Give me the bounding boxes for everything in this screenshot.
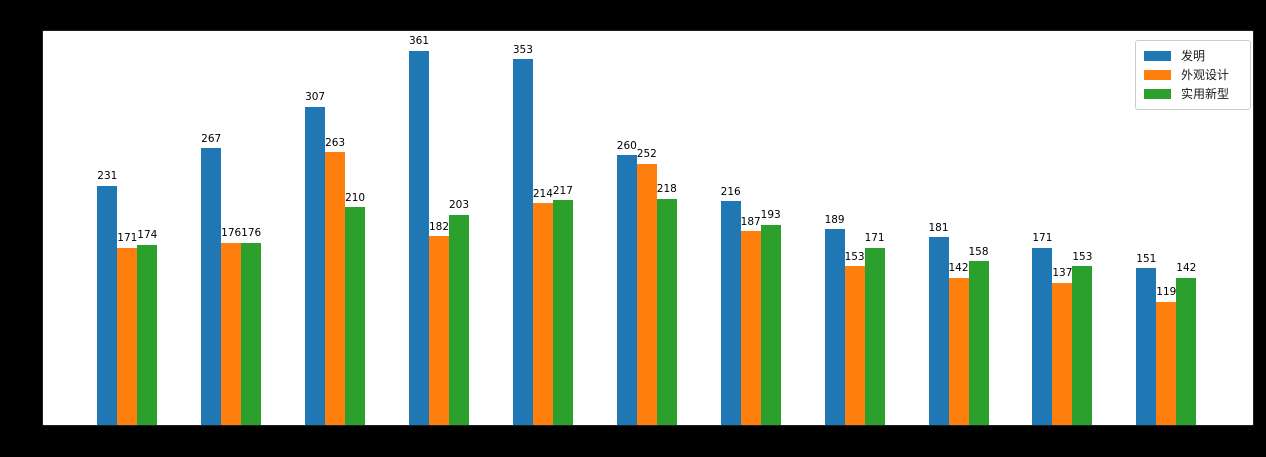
bar-value-label: 171 [864,232,885,245]
legend-label-series-0: 发明 [1181,49,1206,63]
bar-series2-group1 [241,242,262,425]
bar-value-label: 158 [968,245,989,258]
legend-swatch-green [1144,89,1171,99]
bar-series0-group1 [201,148,222,425]
bar-value-label: 252 [636,148,657,161]
bar-value-label: 231 [97,170,118,182]
legend-item-series-0: 发明 [1144,48,1240,64]
bar-series2-group8 [968,261,989,425]
bar-value-label: 119 [1156,286,1177,299]
bar-series0-group5 [616,155,637,425]
bar-value-label: 176 [221,227,242,240]
bar-series0-group8 [928,237,949,425]
bar-value-label: 142 [1176,262,1197,275]
bar-series0-group9 [1032,247,1053,425]
bar-value-label: 187 [740,215,761,228]
legend-item-series-2: 实用新型 [1144,86,1240,102]
bar-series2-group9 [1072,266,1093,425]
bar-series1-group2 [325,152,346,425]
bar-series1-group6 [740,231,761,425]
bar-series2-group5 [656,198,677,425]
bar-series1-group3 [429,236,449,425]
bar-series0-group0 [97,185,118,425]
bar-value-label: 153 [844,250,865,263]
bar-series2-group7 [864,247,885,425]
bar-series1-group8 [948,277,969,425]
legend-swatch-orange [1144,70,1171,80]
bar-value-label: 307 [305,91,326,104]
bar-value-label: 353 [512,43,533,56]
bar-series0-group4 [512,59,533,425]
bar-value-label: 267 [201,132,222,145]
bar-value-label: 174 [137,229,158,242]
bar-series2-group0 [137,244,158,425]
bar-value-label: 171 [1032,232,1053,245]
bar-value-label: 151 [1136,252,1157,265]
bar-value-label: 193 [760,209,781,222]
bar-series1-group7 [844,266,865,425]
bar-value-label: 137 [1052,267,1073,280]
bar-series1-group5 [636,163,657,425]
bars-layer: 231 267 307 361 353 260 216 189 181 171 151 171 176 2… [43,31,1253,425]
bar-value-label: 182 [428,220,450,233]
bar-value-label: 361 [408,35,430,48]
bar-series1-group4 [532,203,553,425]
bar-series1-group9 [1052,282,1073,425]
bar-series2-group4 [552,200,573,425]
legend-label-series-2: 实用新型 [1181,87,1230,101]
bar-value-label: 263 [325,136,346,149]
bar-series0-group7 [824,229,845,425]
legend-label-series-1: 外观设计 [1181,68,1230,82]
bar-value-label: 260 [616,139,637,152]
bar-value-label: 203 [448,199,470,212]
legend: 发明 外观设计 实用新型 [1135,40,1251,110]
bar-value-label: 181 [928,221,949,234]
bar-value-label: 218 [656,183,677,196]
bar-series2-group2 [345,207,366,425]
bar-series1-group10 [1156,301,1177,425]
bar-series2-group3 [449,214,469,425]
bar-series2-group10 [1176,277,1197,425]
bar-series0-group10 [1136,268,1157,425]
bar-value-label: 171 [117,232,138,245]
bar-value-label: 176 [241,227,262,240]
bar-series2-group6 [760,224,781,425]
bar-value-label: 216 [720,185,741,198]
bar-value-label: 142 [948,262,969,275]
bar-value-label: 210 [345,191,366,204]
bar-series1-group1 [221,242,242,425]
bar-value-label: 217 [552,184,573,197]
legend-swatch-blue [1144,51,1171,61]
bar-value-label: 153 [1072,250,1093,263]
bar-series0-group2 [305,106,326,425]
bar-value-label: 189 [824,213,845,226]
bar-series1-group0 [117,247,138,425]
bar-value-label: 214 [532,187,553,200]
bar-series0-group3 [409,50,429,425]
bar-series0-group6 [720,201,741,425]
legend-item-series-1: 外观设计 [1144,67,1240,83]
plot-area: 231 267 307 361 353 260 216 189 181 171 151 171 176 2… [42,30,1254,426]
